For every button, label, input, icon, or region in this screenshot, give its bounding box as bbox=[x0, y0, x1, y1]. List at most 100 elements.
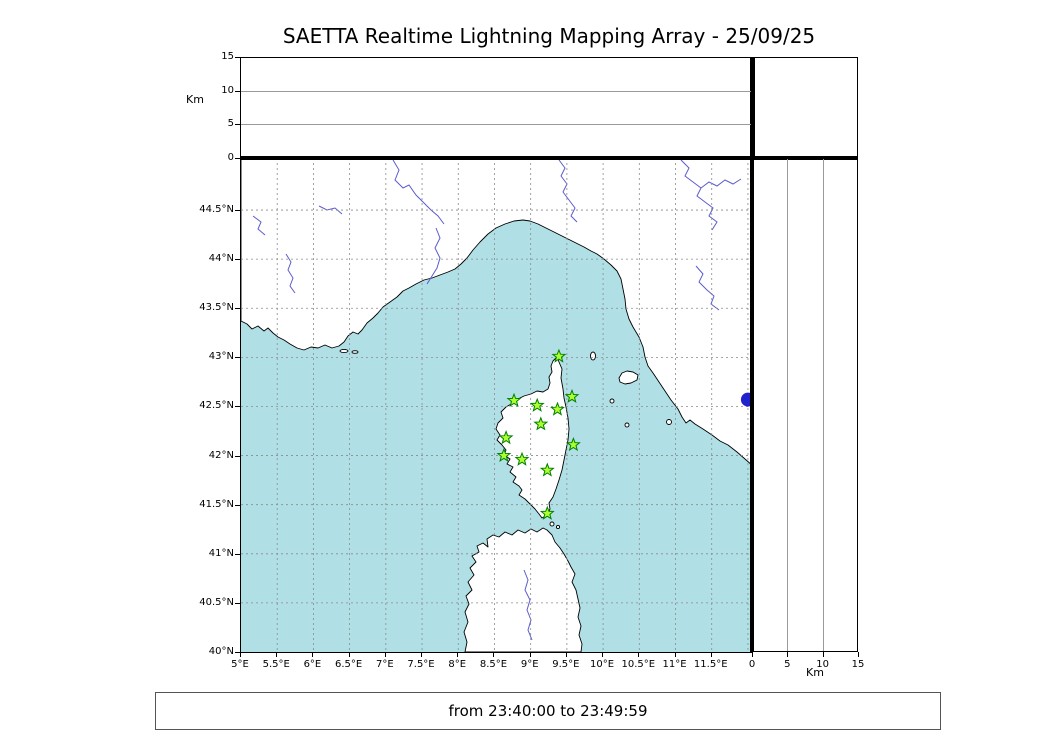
map-gridlines bbox=[241, 158, 753, 652]
lon-tick-mark bbox=[638, 652, 640, 657]
lon-tick-mark bbox=[710, 652, 712, 657]
event-dot bbox=[740, 392, 753, 407]
river bbox=[318, 205, 343, 215]
alt-tick-label: 0 bbox=[227, 152, 234, 163]
lon-tick-label: 5.5°E bbox=[262, 659, 290, 670]
island-corsica bbox=[495, 356, 570, 519]
lon-tick-mark bbox=[674, 652, 676, 657]
time-range-box: from 23:40:00 to 23:49:59 bbox=[155, 692, 941, 730]
lon-tick-label: 6°E bbox=[303, 659, 322, 670]
lon-tick-mark bbox=[529, 652, 531, 657]
island-port-cros bbox=[351, 350, 359, 354]
right-panel-km-label: Km bbox=[806, 666, 824, 679]
lon-tick-mark bbox=[384, 652, 386, 657]
island-maddalena-1 bbox=[549, 521, 555, 527]
altitude-longitude-panel bbox=[240, 57, 752, 158]
alt-tick-mark bbox=[235, 124, 240, 126]
km-gridline bbox=[787, 159, 789, 651]
river bbox=[558, 159, 578, 223]
alt-tick-mark bbox=[235, 158, 240, 159]
station-star-icon bbox=[565, 436, 581, 452]
river bbox=[700, 178, 742, 189]
alt-tick-mark bbox=[235, 57, 240, 58]
km-tick-mark bbox=[787, 652, 789, 657]
island-montecristo bbox=[624, 422, 630, 428]
station-star-icon bbox=[496, 447, 512, 462]
river bbox=[426, 227, 441, 285]
lat-tick-mark bbox=[235, 357, 240, 359]
lon-tick-label: 10.5°E bbox=[621, 659, 656, 670]
mainland-coast bbox=[241, 158, 753, 467]
lat-tick-label: 40.5°N bbox=[199, 596, 234, 608]
island-capraia bbox=[590, 351, 596, 361]
island-sardinia bbox=[463, 527, 583, 652]
alt-gridline bbox=[241, 124, 751, 126]
station-star-icon bbox=[514, 451, 530, 466]
lon-tick-label: 10°E bbox=[590, 659, 615, 670]
station-star-icon bbox=[506, 392, 522, 407]
lat-tick-label: 41°N bbox=[208, 547, 234, 559]
lat-tick-mark bbox=[235, 553, 240, 555]
thick-vertical-axis bbox=[750, 57, 754, 652]
station-star-icon bbox=[539, 462, 555, 477]
lon-tick-mark bbox=[348, 652, 350, 657]
landmasses bbox=[241, 158, 753, 652]
km-tick-label: 0 bbox=[748, 659, 756, 670]
alt-tick-mark bbox=[235, 90, 240, 92]
lon-tick-mark bbox=[457, 652, 459, 657]
lon-tick-mark bbox=[565, 652, 567, 657]
lon-tick-mark bbox=[276, 652, 278, 657]
km-tick-mark bbox=[752, 652, 753, 657]
lon-tick-label: 9.5°E bbox=[552, 659, 580, 670]
river bbox=[392, 159, 445, 225]
lon-tick-mark bbox=[493, 652, 495, 657]
lat-tick-mark bbox=[235, 652, 240, 653]
station-star-icon bbox=[551, 348, 567, 363]
river bbox=[695, 265, 720, 311]
lat-tick-label: 43.5°N bbox=[199, 302, 234, 314]
lon-tick-label: 6.5°E bbox=[335, 659, 363, 670]
alt-tick-label: 10 bbox=[221, 84, 234, 96]
river bbox=[252, 215, 266, 236]
top-panel-km-label: Km bbox=[186, 93, 204, 106]
lon-tick-label: 8.5°E bbox=[479, 659, 508, 670]
km-tick-label: 5 bbox=[784, 659, 791, 670]
rivers bbox=[252, 159, 742, 641]
altitude-latitude-panel bbox=[752, 158, 858, 652]
lon-tick-label: 9°E bbox=[520, 659, 539, 670]
thick-horizontal-axis bbox=[240, 156, 858, 160]
time-range-text: from 23:40:00 to 23:49:59 bbox=[448, 702, 648, 720]
lat-tick-mark bbox=[235, 259, 240, 261]
lat-tick-mark bbox=[235, 455, 240, 457]
lon-tick-label: 8°E bbox=[448, 659, 467, 670]
lat-tick-label: 41.5°N bbox=[199, 498, 234, 510]
lat-tick-mark bbox=[235, 602, 240, 604]
lat-tick-mark bbox=[235, 210, 240, 212]
alt-tick-label: 15 bbox=[221, 51, 234, 62]
map-panel bbox=[240, 158, 753, 653]
island-pianosa bbox=[609, 398, 615, 404]
lat-tick-label: 42.5°N bbox=[199, 400, 234, 412]
island-porquerolles bbox=[339, 348, 349, 354]
station-star-icon bbox=[539, 505, 555, 520]
station-star-icon bbox=[533, 416, 549, 431]
station-star-icon bbox=[498, 430, 514, 445]
island-giglio bbox=[666, 419, 672, 425]
alt-gridline bbox=[241, 90, 751, 92]
island-elba bbox=[618, 370, 639, 385]
lat-tick-label: 44.5°N bbox=[199, 204, 234, 216]
station-star-icon bbox=[529, 397, 545, 412]
alt-tick-label: 5 bbox=[227, 118, 234, 130]
lon-tick-mark bbox=[312, 652, 314, 657]
lon-tick-label: 7.5°E bbox=[407, 659, 435, 670]
station-star-icon bbox=[550, 401, 565, 416]
island-maddalena-2 bbox=[555, 524, 561, 530]
lon-tick-mark bbox=[421, 652, 423, 657]
lat-tick-mark bbox=[235, 308, 240, 310]
lat-tick-label: 40°N bbox=[208, 646, 234, 657]
km-tick-mark bbox=[822, 652, 824, 657]
km-gridline bbox=[822, 159, 824, 651]
lat-tick-label: 43°N bbox=[208, 351, 234, 363]
altitude-histogram-panel bbox=[754, 57, 858, 158]
